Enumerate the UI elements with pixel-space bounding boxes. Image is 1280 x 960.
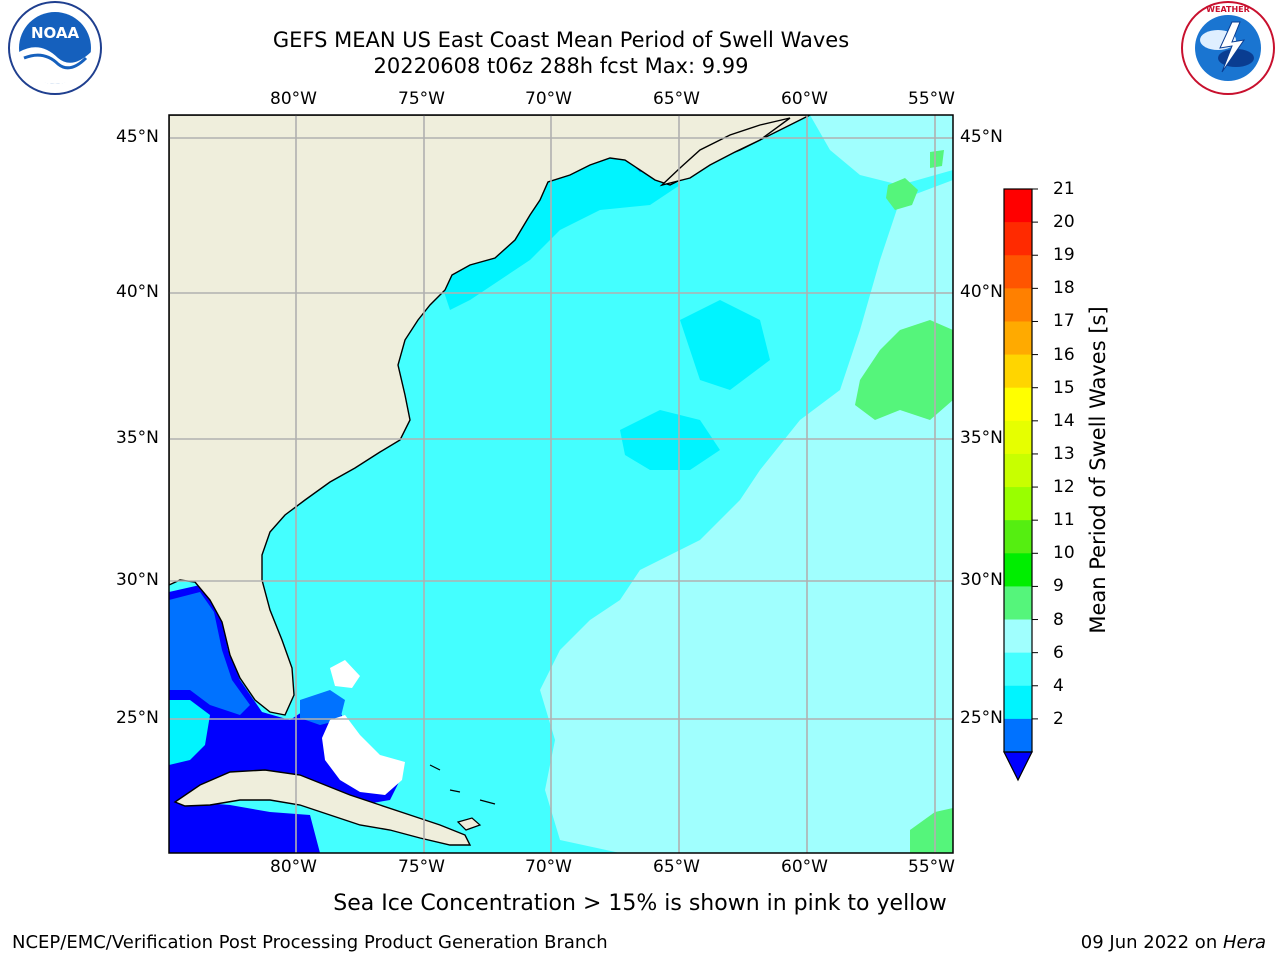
lat-label-right: 25°N xyxy=(960,708,1003,728)
credit-text: NCEP/EMC/Verification Post Processing Pr… xyxy=(12,932,608,953)
lon-label-bottom: 65°W xyxy=(653,857,700,877)
colorbar-tick-label: 17 xyxy=(1053,311,1075,332)
colorbar-tick-label: 8 xyxy=(1053,609,1064,630)
lon-label-top: 60°W xyxy=(781,89,828,109)
svg-text:WEATHER: WEATHER xyxy=(1206,5,1250,14)
colorbar-tick-label: 18 xyxy=(1053,278,1075,299)
lat-label-right: 40°N xyxy=(960,282,1003,302)
colorbar-segment xyxy=(1004,619,1032,654)
colorbar-tick-label: 9 xyxy=(1053,576,1064,597)
ocean-green-patch-4 xyxy=(910,808,953,853)
colorbar-segment xyxy=(1004,685,1032,720)
colorbar-tick-label: 20 xyxy=(1053,212,1075,233)
land-cuba xyxy=(173,769,472,846)
colorbar-under-arrow xyxy=(1003,751,1033,782)
ocean-gulf-blue xyxy=(169,592,250,715)
land-north-america xyxy=(169,115,811,716)
colorbar-tick-label: 16 xyxy=(1053,344,1075,365)
date-stamp: 09 Jun 2022 on Hera xyxy=(1080,932,1266,953)
map-graticule xyxy=(169,115,953,853)
colorbar-segment xyxy=(1004,553,1032,587)
sea-ice-note: Sea Ice Concentration > 15% is shown in … xyxy=(333,891,947,916)
ocean-bahamas-bank-2 xyxy=(330,660,360,688)
ocean-bahamas-blue xyxy=(300,690,345,725)
ocean-light-region xyxy=(540,180,953,853)
colorbar-tick-label: 12 xyxy=(1053,477,1075,498)
lon-label-top: 75°W xyxy=(398,89,445,109)
colorbar-segment xyxy=(1004,453,1032,488)
lat-label-left: 25°N xyxy=(116,708,159,728)
colorbar-tick-label: 21 xyxy=(1053,179,1075,199)
ocean-bahamas-bank xyxy=(322,715,405,795)
land-jamaica xyxy=(456,817,482,831)
land-nova-scotia xyxy=(659,117,791,187)
map-subtitle: 20220608 t06z 288h fcst Max: 9.99 xyxy=(373,54,749,78)
colorbar-tick-label: 19 xyxy=(1053,245,1075,266)
lon-label-bottom: 60°W xyxy=(781,857,828,877)
lon-label-top: 65°W xyxy=(653,89,700,109)
ocean-green-patch-1 xyxy=(855,320,953,420)
colorbar-tick-label: 14 xyxy=(1053,410,1075,431)
ocean-mid-patch xyxy=(680,300,770,390)
colorbar-segment xyxy=(1004,288,1032,322)
lon-label-bottom: 80°W xyxy=(270,857,317,877)
lon-label-bottom: 70°W xyxy=(525,857,572,877)
lat-label-left: 45°N xyxy=(116,127,159,147)
ocean-mid-patch-2 xyxy=(620,410,720,470)
colorbar-segment xyxy=(1004,321,1032,356)
colorbar-tick-label: 15 xyxy=(1053,377,1075,398)
noaa-logo-text: NOAA xyxy=(31,24,80,42)
colorbar-segment xyxy=(1004,420,1032,455)
lon-label-bottom: 75°W xyxy=(398,857,445,877)
colorbar-tick-label: 2 xyxy=(1053,708,1064,729)
lat-label-right: 30°N xyxy=(960,570,1003,590)
lon-label-top: 80°W xyxy=(270,89,317,109)
lat-label-right: 45°N xyxy=(960,127,1003,147)
ocean-green-patch-3 xyxy=(930,150,944,168)
colorbar-tick-label: 6 xyxy=(1053,642,1064,663)
lon-label-bottom: 55°W xyxy=(908,857,955,877)
ocean-gulf-light xyxy=(169,700,210,765)
lat-label-left: 35°N xyxy=(116,428,159,448)
colorbar-segment xyxy=(1004,652,1032,687)
colorbar-tick-label: 10 xyxy=(1053,543,1075,564)
lat-label-left: 30°N xyxy=(116,570,159,590)
ocean-mid-coast xyxy=(440,150,680,310)
colorbar xyxy=(1003,188,1038,782)
lat-label-right: 35°N xyxy=(960,428,1003,448)
noaa-logo: NOAA xyxy=(8,1,102,95)
ocean-green-patch-2 xyxy=(886,178,918,210)
ocean-caribbean-dark xyxy=(169,800,320,853)
colorbar-segment xyxy=(1004,255,1032,289)
machine-name: Hera xyxy=(1222,932,1266,953)
lat-label-left: 40°N xyxy=(116,282,159,302)
colorbar-segment xyxy=(1004,718,1032,753)
ocean-light-patch-ne xyxy=(810,115,953,185)
colorbar-tick-label: 13 xyxy=(1053,443,1075,464)
lon-label-top: 55°W xyxy=(908,89,955,109)
nws-logo: WEATHER xyxy=(1181,1,1275,95)
land-bahamas-1 xyxy=(429,764,496,805)
colorbar-segment xyxy=(1004,189,1032,223)
colorbar-segment xyxy=(1004,586,1032,621)
colorbar-segment xyxy=(1004,387,1032,422)
colorbar-tick-label: 11 xyxy=(1053,510,1075,531)
colorbar-frame xyxy=(1003,188,1033,753)
lon-label-top: 70°W xyxy=(525,89,572,109)
colorbar-segment xyxy=(1004,354,1032,389)
map-frame xyxy=(168,114,954,854)
colorbar-tick-label: 4 xyxy=(1053,675,1064,696)
map-title: GEFS MEAN US East Coast Mean Period of S… xyxy=(272,28,850,52)
colorbar-segment xyxy=(1004,487,1032,521)
colorbar-segment xyxy=(1004,520,1032,554)
map-area xyxy=(169,115,953,853)
colorbar-segment xyxy=(1004,222,1032,256)
